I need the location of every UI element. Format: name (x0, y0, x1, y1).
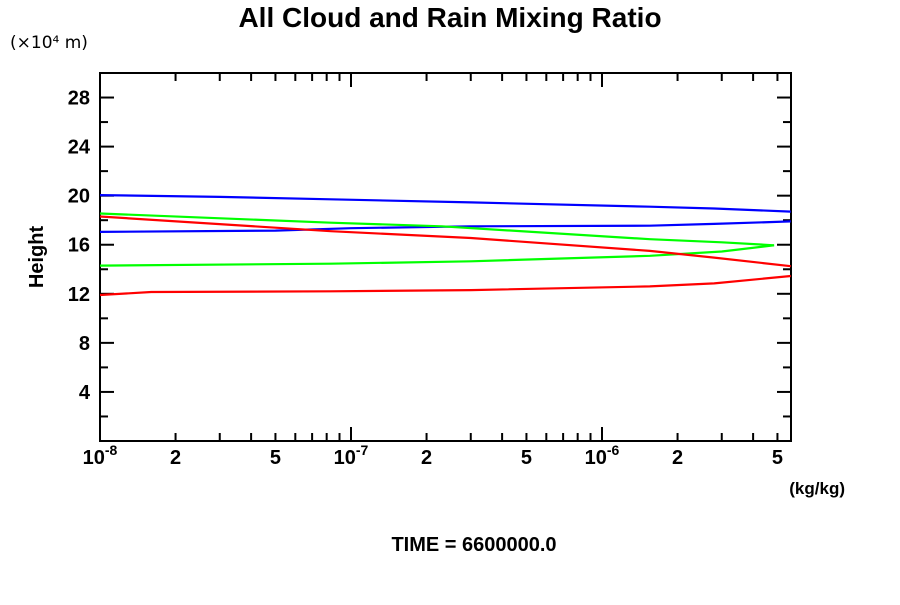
y-tick-label: 4 (79, 382, 91, 404)
series-red-lower (99, 274, 791, 297)
x-tick-label: 5 (772, 447, 783, 469)
y-tick-label: 12 (68, 284, 90, 306)
time-annotation: TIME = 6600000.0 (391, 534, 556, 556)
y-axis-unit-label: (×10⁴ m) (10, 33, 88, 53)
y-axis-label: Height (26, 226, 48, 289)
y-tick-label: 24 (68, 137, 91, 159)
curves-layer (99, 194, 791, 297)
series-green-lower (99, 244, 775, 267)
y-tick-label: 8 (79, 333, 90, 355)
x-tick-label: 10-6 (585, 442, 620, 469)
series-blue-upper (99, 194, 791, 213)
series-green-upper (99, 212, 775, 247)
x-tick-label: 5 (270, 447, 281, 469)
chart-title: All Cloud and Rain Mixing Ratio (238, 2, 661, 33)
axis-tick-labels: 4 8 12 16 20 24 28 10-8 2 5 10-7 2 5 10-6 2 5 (68, 88, 783, 469)
series-blue-lower (99, 220, 791, 233)
x-tick-label: 5 (521, 447, 532, 469)
axis-ticks (99, 74, 790, 440)
x-tick-label: 2 (672, 447, 683, 469)
x-tick-label: 2 (170, 447, 181, 469)
x-axis-unit-label: (kg/kg) (789, 479, 845, 498)
y-tick-label: 16 (68, 235, 90, 257)
plot-border (99, 72, 792, 442)
y-tick-label: 20 (68, 186, 90, 208)
series-red-upper (99, 215, 791, 268)
x-tick-label: 2 (421, 447, 432, 469)
y-tick-label: 28 (68, 88, 90, 110)
x-tick-label: 10-8 (83, 442, 118, 469)
plot-area (99, 72, 792, 442)
x-tick-label: 10-7 (334, 442, 369, 469)
